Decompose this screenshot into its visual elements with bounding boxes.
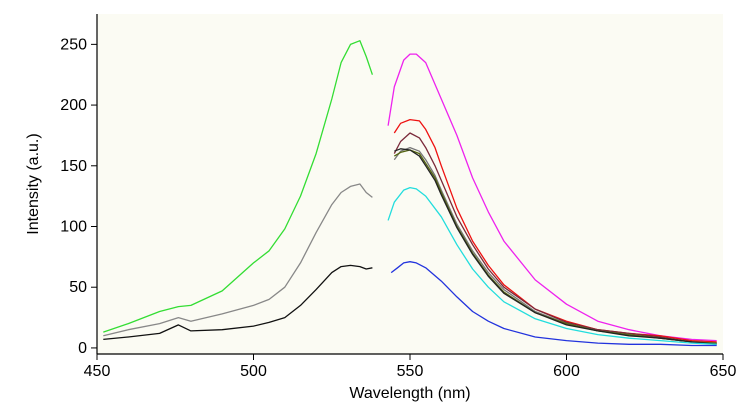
x-tick-label: 650 — [710, 363, 737, 380]
x-tick-label: 600 — [553, 363, 580, 380]
series-line-11 — [390, 261, 717, 347]
y-axis-title: Intensity (a.u.) — [25, 133, 42, 234]
series-line-8 — [393, 149, 717, 344]
series-line-4 — [387, 53, 717, 342]
series-line-2 — [103, 183, 373, 337]
y-tick-label: 250 — [60, 36, 87, 53]
series-line-9 — [394, 148, 717, 345]
series-layer — [103, 40, 717, 347]
axis-layer: 0 50 100 150 200 250 450 500 550 600 650 — [60, 14, 736, 380]
y-tick-label: 100 — [60, 219, 87, 236]
plot-background — [97, 14, 723, 354]
x-tick-label: 450 — [84, 363, 111, 380]
x-tick-label: 500 — [240, 363, 267, 380]
series-line-6 — [393, 132, 717, 344]
series-line-10 — [387, 186, 717, 345]
series-line-1 — [103, 40, 374, 333]
y-tick-label: 50 — [69, 279, 87, 296]
y-tick-label: 150 — [60, 158, 87, 175]
y-tick-label: 0 — [78, 340, 87, 357]
y-tick-label: 200 — [60, 97, 87, 114]
x-tick-label: 550 — [397, 363, 424, 380]
series-line-3 — [103, 264, 373, 341]
x-axis-title: Wavelength (nm) — [349, 385, 470, 402]
